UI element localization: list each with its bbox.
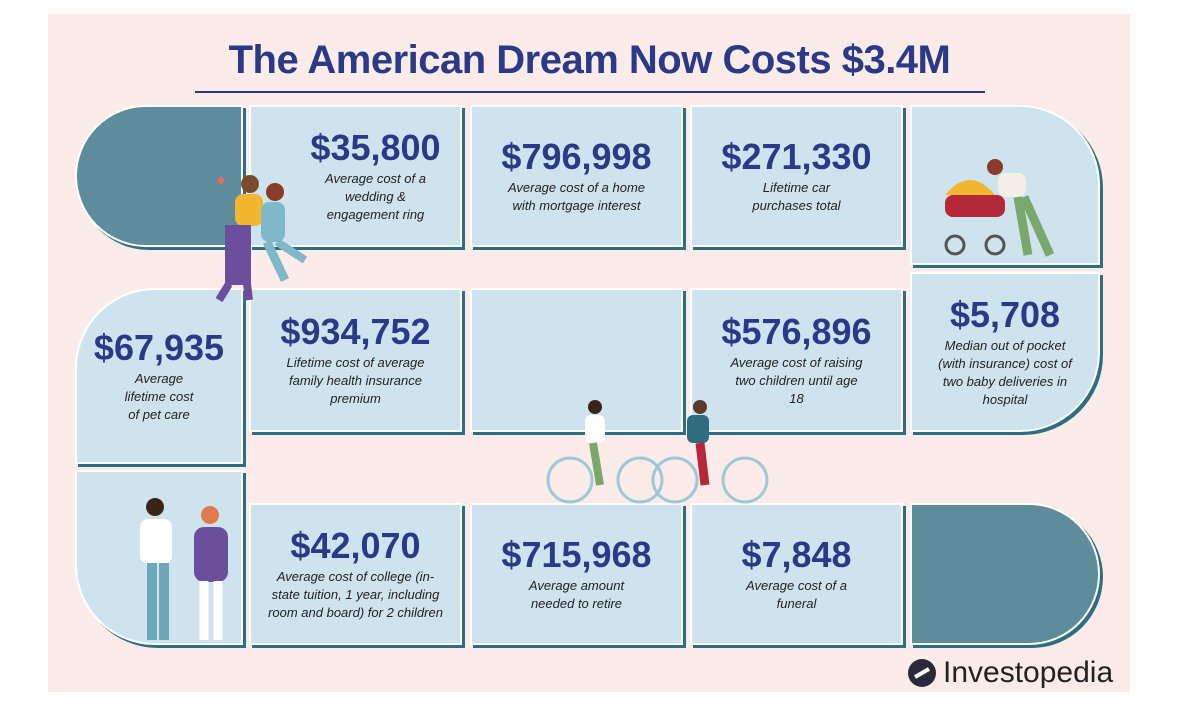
empty-tile — [470, 288, 683, 432]
cost-tile: $67,935 Average lifetime cost of pet car… — [75, 288, 243, 464]
amount: $67,935 — [93, 327, 225, 368]
description: Average cost of a funeral — [746, 578, 847, 611]
cost-tile: $42,070 Average cost of college (in-stat… — [249, 503, 462, 645]
amount: $42,070 — [290, 525, 421, 566]
description: Median out of pocket (with insurance) co… — [938, 338, 1072, 407]
amount: $7,848 — [741, 534, 852, 575]
cost-tile: $271,330 Lifetime car purchases total — [690, 105, 903, 247]
description: Lifetime cost of average family health i… — [286, 355, 425, 406]
cost-tile: $576,896 Average cost of raising two chi… — [690, 288, 903, 432]
board-end — [75, 105, 243, 247]
title-underline — [195, 91, 985, 93]
amount: $796,998 — [501, 136, 652, 177]
description: Average cost of college (in-state tuitio… — [268, 569, 443, 620]
board-end — [910, 503, 1100, 645]
cyclists-illustration — [546, 400, 769, 504]
amount: $5,708 — [949, 294, 1061, 335]
cost-tile: $715,968 Average amount needed to retire — [470, 503, 683, 645]
cost-tile: $35,800 Average cost of a wedding & enga… — [249, 105, 462, 247]
cost-tile: $7,848 Average cost of a funeral — [690, 503, 903, 645]
cost-tile: $934,752 Lifetime cost of average family… — [249, 288, 462, 432]
cost-tile: $5,708 Median out of pocket (with insura… — [910, 272, 1100, 432]
logo-mark — [908, 659, 936, 687]
amount: $271,330 — [721, 136, 872, 177]
amount: $35,800 — [310, 127, 441, 168]
title: The American Dream Now Costs $3.4M — [228, 38, 951, 82]
logo-text: Investopedia — [943, 656, 1114, 689]
description: Average cost of a home with mortgage int… — [507, 180, 646, 213]
stroller-illustration — [944, 159, 1055, 257]
description: Average lifetime cost of pet care — [124, 371, 194, 422]
amount: $934,752 — [280, 311, 431, 352]
amount: $715,968 — [501, 534, 652, 575]
description: Average cost of raising two children unt… — [730, 355, 863, 406]
description: Lifetime car purchases total — [752, 180, 841, 213]
amount: $576,896 — [721, 311, 872, 352]
couple-talking-illustration — [140, 498, 228, 640]
description: Average amount needed to retire — [528, 578, 625, 611]
logo: Investopedia — [907, 656, 1113, 690]
description: Average cost of a wedding & engagement r… — [325, 171, 426, 222]
cost-tile: $796,998 Average cost of a home with mor… — [470, 105, 683, 247]
couple-illustration — [215, 175, 308, 303]
